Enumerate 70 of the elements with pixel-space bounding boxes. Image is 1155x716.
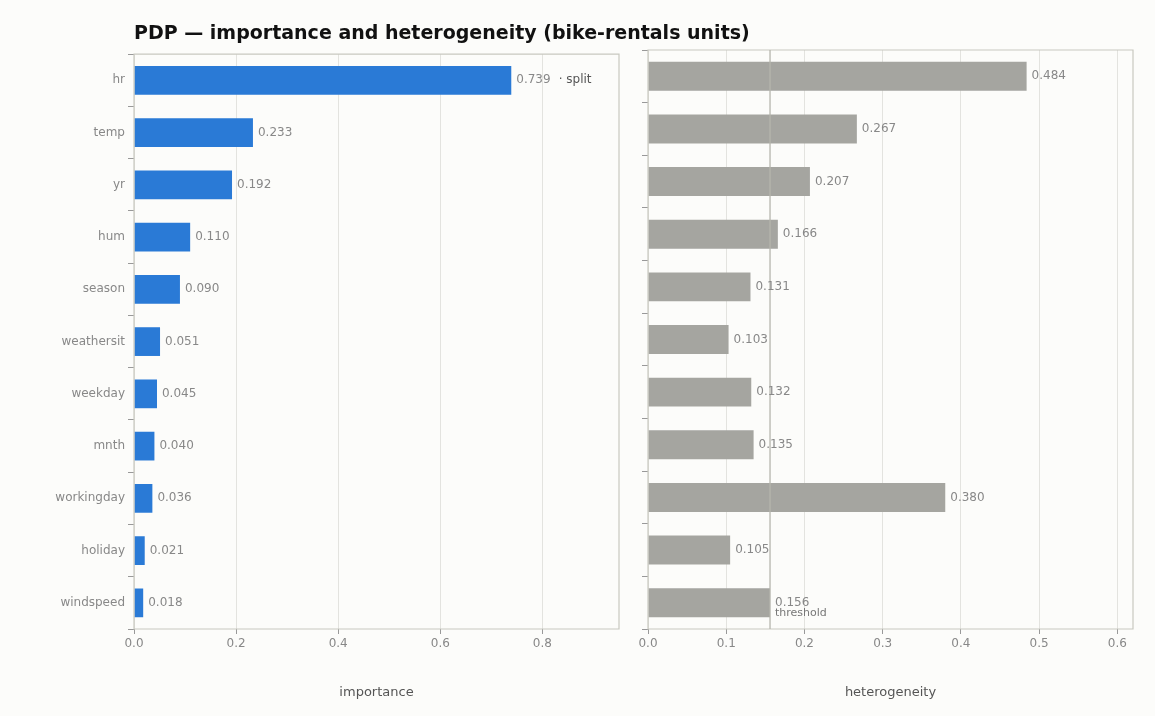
annotation: · split	[558, 72, 592, 87]
y-tick-label: mnth	[93, 438, 125, 453]
x-tick-label: 0.2	[226, 636, 246, 651]
data-label: 0.192	[237, 176, 272, 191]
x-tick-label: 0.2	[794, 636, 814, 651]
data-label: 0.110	[195, 229, 230, 244]
data-label: 0.267	[861, 121, 897, 136]
data-label: 0.484	[1031, 68, 1066, 83]
data-label: 0.040	[159, 438, 194, 453]
data-label: 0.036	[157, 490, 192, 505]
x-tick-label: 0.3	[873, 636, 893, 651]
x-tick-label: 0.4	[951, 636, 971, 651]
data-label: 0.045	[161, 385, 197, 400]
y-tick-label: hr	[112, 72, 126, 87]
data-label: 0.132	[756, 384, 791, 399]
y-tick-label: season	[82, 281, 125, 296]
data-label: 0.090	[184, 281, 220, 296]
bar	[134, 222, 191, 252]
bar	[648, 61, 1027, 91]
bar	[134, 588, 144, 618]
bar	[134, 483, 153, 513]
bar	[134, 65, 512, 95]
x-tick-label: 0.1	[716, 636, 736, 651]
bar	[134, 536, 145, 565]
data-label: 0.380	[950, 489, 985, 504]
data-label: 0.207	[814, 173, 850, 188]
x-tick-label: 0.0	[638, 636, 658, 651]
data-label: 0.021	[149, 542, 185, 557]
bar	[648, 167, 810, 197]
bar	[134, 431, 155, 461]
bar	[134, 170, 233, 200]
y-tick-label: yr	[112, 176, 126, 191]
bar	[134, 379, 157, 409]
y-tick-label: hum	[98, 229, 125, 244]
bar	[648, 114, 857, 144]
x-tick-label: 0.6	[1107, 636, 1127, 651]
data-label: 0.018	[148, 595, 183, 609]
data-label: 0.105	[735, 542, 770, 557]
y-tick-label: workingday	[55, 490, 125, 505]
data-label: 0.103	[733, 331, 768, 346]
x-axis-title: importance	[339, 683, 414, 699]
data-label: 0.135	[758, 436, 793, 451]
x-tick-label: 0.0	[124, 636, 144, 651]
bar	[648, 482, 946, 512]
x-axis-title: heterogeneity	[844, 683, 937, 699]
bar	[648, 272, 751, 302]
y-tick-label: windspeed	[60, 595, 125, 609]
bar	[134, 327, 161, 356]
data-label: 0.739	[516, 72, 551, 87]
data-label: 0.131	[755, 278, 790, 293]
data-label: 0.166	[782, 226, 818, 241]
x-tick-label: 0.5	[1029, 636, 1049, 651]
x-tick-label: 0.4	[328, 636, 348, 651]
data-label: 0.233	[257, 124, 293, 139]
y-tick-label: temp	[93, 124, 125, 139]
y-tick-label: weekday	[71, 385, 125, 400]
bar	[648, 325, 729, 354]
data-label: 0.051	[165, 333, 200, 348]
y-tick-label: holiday	[81, 542, 125, 557]
x-tick-label: 0.6	[430, 636, 450, 651]
bar	[648, 219, 778, 249]
bar	[648, 430, 754, 460]
bar	[134, 118, 253, 147]
bar	[134, 274, 180, 304]
y-tick-label: weathersit	[61, 333, 126, 348]
chart-title: PDP — importance and heterogeneity (bike-rentals units)	[133, 20, 751, 44]
bar	[648, 588, 771, 618]
bar	[648, 377, 752, 407]
bar	[648, 535, 731, 565]
x-tick-label: 0.8	[532, 636, 552, 651]
